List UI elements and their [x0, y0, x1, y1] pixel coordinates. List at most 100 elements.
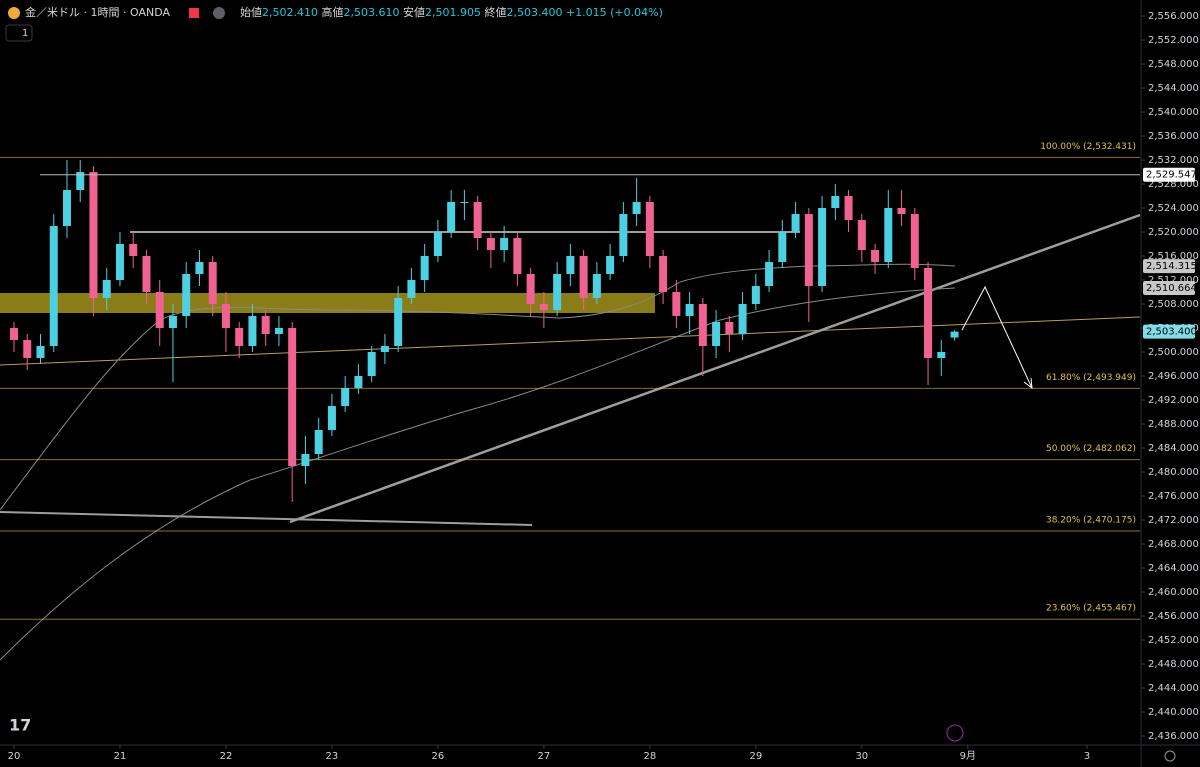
- y-tick-label: 2,476.000: [1148, 491, 1199, 502]
- market-status[interactable]: [213, 7, 225, 19]
- logo[interactable]: 17: [9, 716, 31, 735]
- candle-body: [871, 250, 880, 263]
- x-tick-label: 21: [114, 751, 127, 762]
- candle-body: [447, 202, 456, 233]
- trend-line: [0, 316, 1141, 366]
- y-tick-label: 2,488.000: [1148, 419, 1199, 430]
- candle-body: [327, 406, 336, 431]
- x-tick-label: 3: [1084, 751, 1090, 762]
- uptrend-line: [289, 213, 1141, 524]
- candle-body: [155, 292, 164, 329]
- candle-body: [261, 316, 270, 335]
- y-tick-label: 2,456.000: [1148, 611, 1199, 622]
- y-tick-label: 2,508.000: [1148, 299, 1199, 310]
- y-tick-label: 2,552.000: [1148, 35, 1199, 46]
- close-label: 終値: [484, 5, 506, 19]
- candle-body: [857, 220, 866, 251]
- y-tick-label: 2,512.000: [1148, 275, 1199, 286]
- candle-body: [23, 340, 32, 359]
- y-tick-label: 2,492.000: [1148, 395, 1199, 406]
- candle-body: [698, 304, 707, 347]
- y-tick-label: 2,544.000: [1148, 83, 1199, 94]
- high: 2,503.610: [343, 6, 399, 19]
- price-tag: [1143, 281, 1195, 296]
- candle-body: [195, 262, 204, 275]
- high-label: 高値: [321, 5, 343, 19]
- price-tag: [1143, 167, 1195, 182]
- candle-body: [738, 304, 747, 335]
- candle-body: [288, 328, 297, 467]
- candle-body: [672, 292, 681, 317]
- candle-body: [924, 268, 933, 359]
- candle-body: [182, 274, 191, 317]
- y-tick-label: 2,468.000: [1148, 539, 1199, 550]
- flag-icon[interactable]: [189, 8, 199, 18]
- candle-body: [606, 256, 615, 275]
- y-tick-label: 2,484.000: [1148, 443, 1199, 454]
- candle-body: [553, 274, 562, 311]
- open: 2,502.410: [262, 6, 318, 19]
- y-tick-label: 2,496.000: [1148, 371, 1199, 382]
- candle-body: [844, 196, 853, 221]
- y-tick-label: 2,472.000: [1148, 515, 1199, 526]
- candle-body: [9, 328, 18, 341]
- y-tick-label: 2,532.000: [1148, 155, 1199, 166]
- y-tick-label: 2,528.000: [1148, 179, 1199, 190]
- fib-label: 100.00% (2,532.431): [1040, 142, 1136, 152]
- price-tag-label: 2,529.547: [1146, 170, 1197, 181]
- candle-body: [102, 280, 111, 299]
- candle-body: [354, 376, 363, 389]
- candle-body: [937, 352, 946, 359]
- symbol-title[interactable]: 金／米ドル · 1時間 · OANDA: [25, 5, 170, 19]
- candle-body: [765, 262, 774, 287]
- candle-body: [486, 238, 495, 251]
- candle-body: [473, 202, 482, 239]
- candle-body: [950, 331, 959, 338]
- y-tick-label: 2,524.000: [1148, 203, 1199, 214]
- y-tick-label: 2,540.000: [1148, 107, 1199, 118]
- change: +1.015 (+0.04%): [566, 6, 663, 19]
- events-icon[interactable]: [946, 724, 964, 742]
- x-tick-label: 30: [855, 751, 868, 762]
- candle-body: [910, 214, 919, 269]
- candle-body: [897, 208, 906, 215]
- candle-body: [526, 274, 535, 305]
- x-tick-label: 26: [432, 751, 445, 762]
- candle-body: [513, 238, 522, 275]
- candle-body: [619, 214, 628, 257]
- candle-body: [301, 454, 310, 467]
- candle-body: [314, 430, 323, 455]
- y-tick-label: 2,480.000: [1148, 467, 1199, 478]
- x-tick-label: 20: [8, 751, 21, 762]
- candle-body: [380, 346, 389, 353]
- price-tag: [1143, 259, 1195, 274]
- x-tick-label: 29: [749, 751, 762, 762]
- open-label: 始値: [240, 5, 262, 19]
- settings-icon[interactable]: [1164, 750, 1176, 762]
- y-tick-label: 2,440.000: [1148, 707, 1199, 718]
- candle-body: [725, 322, 734, 335]
- close: 2,503.400: [506, 6, 562, 19]
- candle-body: [407, 280, 416, 299]
- y-tick-label: 2,536.000: [1148, 131, 1199, 142]
- candle-body: [208, 262, 217, 305]
- indicator-toggle[interactable]: [5, 24, 33, 42]
- interval-box[interactable]: 1: [22, 28, 28, 39]
- forecast-arrow: [961, 285, 1033, 389]
- candle-body: [592, 274, 601, 299]
- candle-body: [367, 352, 376, 377]
- candle-body: [539, 304, 548, 311]
- candle-body: [791, 214, 800, 233]
- candle-body: [89, 172, 98, 299]
- low: 2,501.905: [425, 6, 481, 19]
- x-tick-label: 23: [326, 751, 339, 762]
- candle-body: [248, 316, 257, 347]
- candle-body: [818, 208, 827, 287]
- x-tick-label: 22: [220, 751, 233, 762]
- candle-body: [579, 256, 588, 299]
- fib-label: 23.60% (2,455.467): [1046, 604, 1136, 614]
- candle-body: [712, 322, 721, 347]
- candle-body: [751, 286, 760, 305]
- candle-body: [566, 256, 575, 275]
